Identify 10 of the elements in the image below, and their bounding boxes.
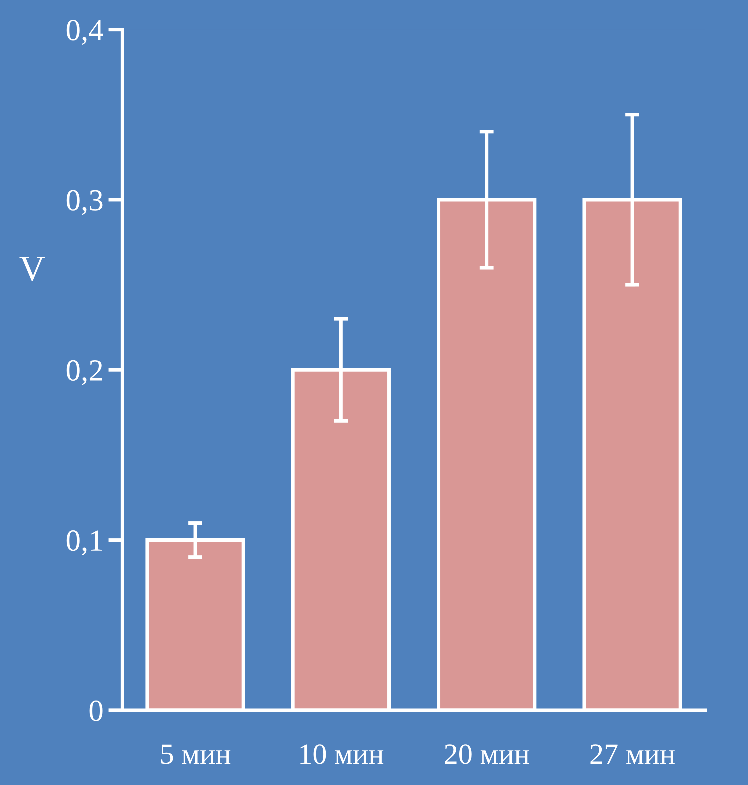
x-tick-label: 5 мин bbox=[161, 744, 231, 764]
y-tick-label: 0,2 bbox=[66, 360, 102, 386]
y-tick-label: 0,4 bbox=[66, 20, 104, 46]
x-tick-label: 27 мин bbox=[590, 744, 675, 764]
y-tick-label: 0 bbox=[90, 700, 103, 722]
y-axis-title: V bbox=[20, 257, 45, 282]
y-tick-label: 0,1 bbox=[66, 530, 102, 556]
x-tick-label: 20 мин bbox=[445, 744, 530, 764]
x-tick-label: 10 мин bbox=[300, 744, 384, 764]
y-tick-label: 0,3 bbox=[66, 190, 103, 216]
